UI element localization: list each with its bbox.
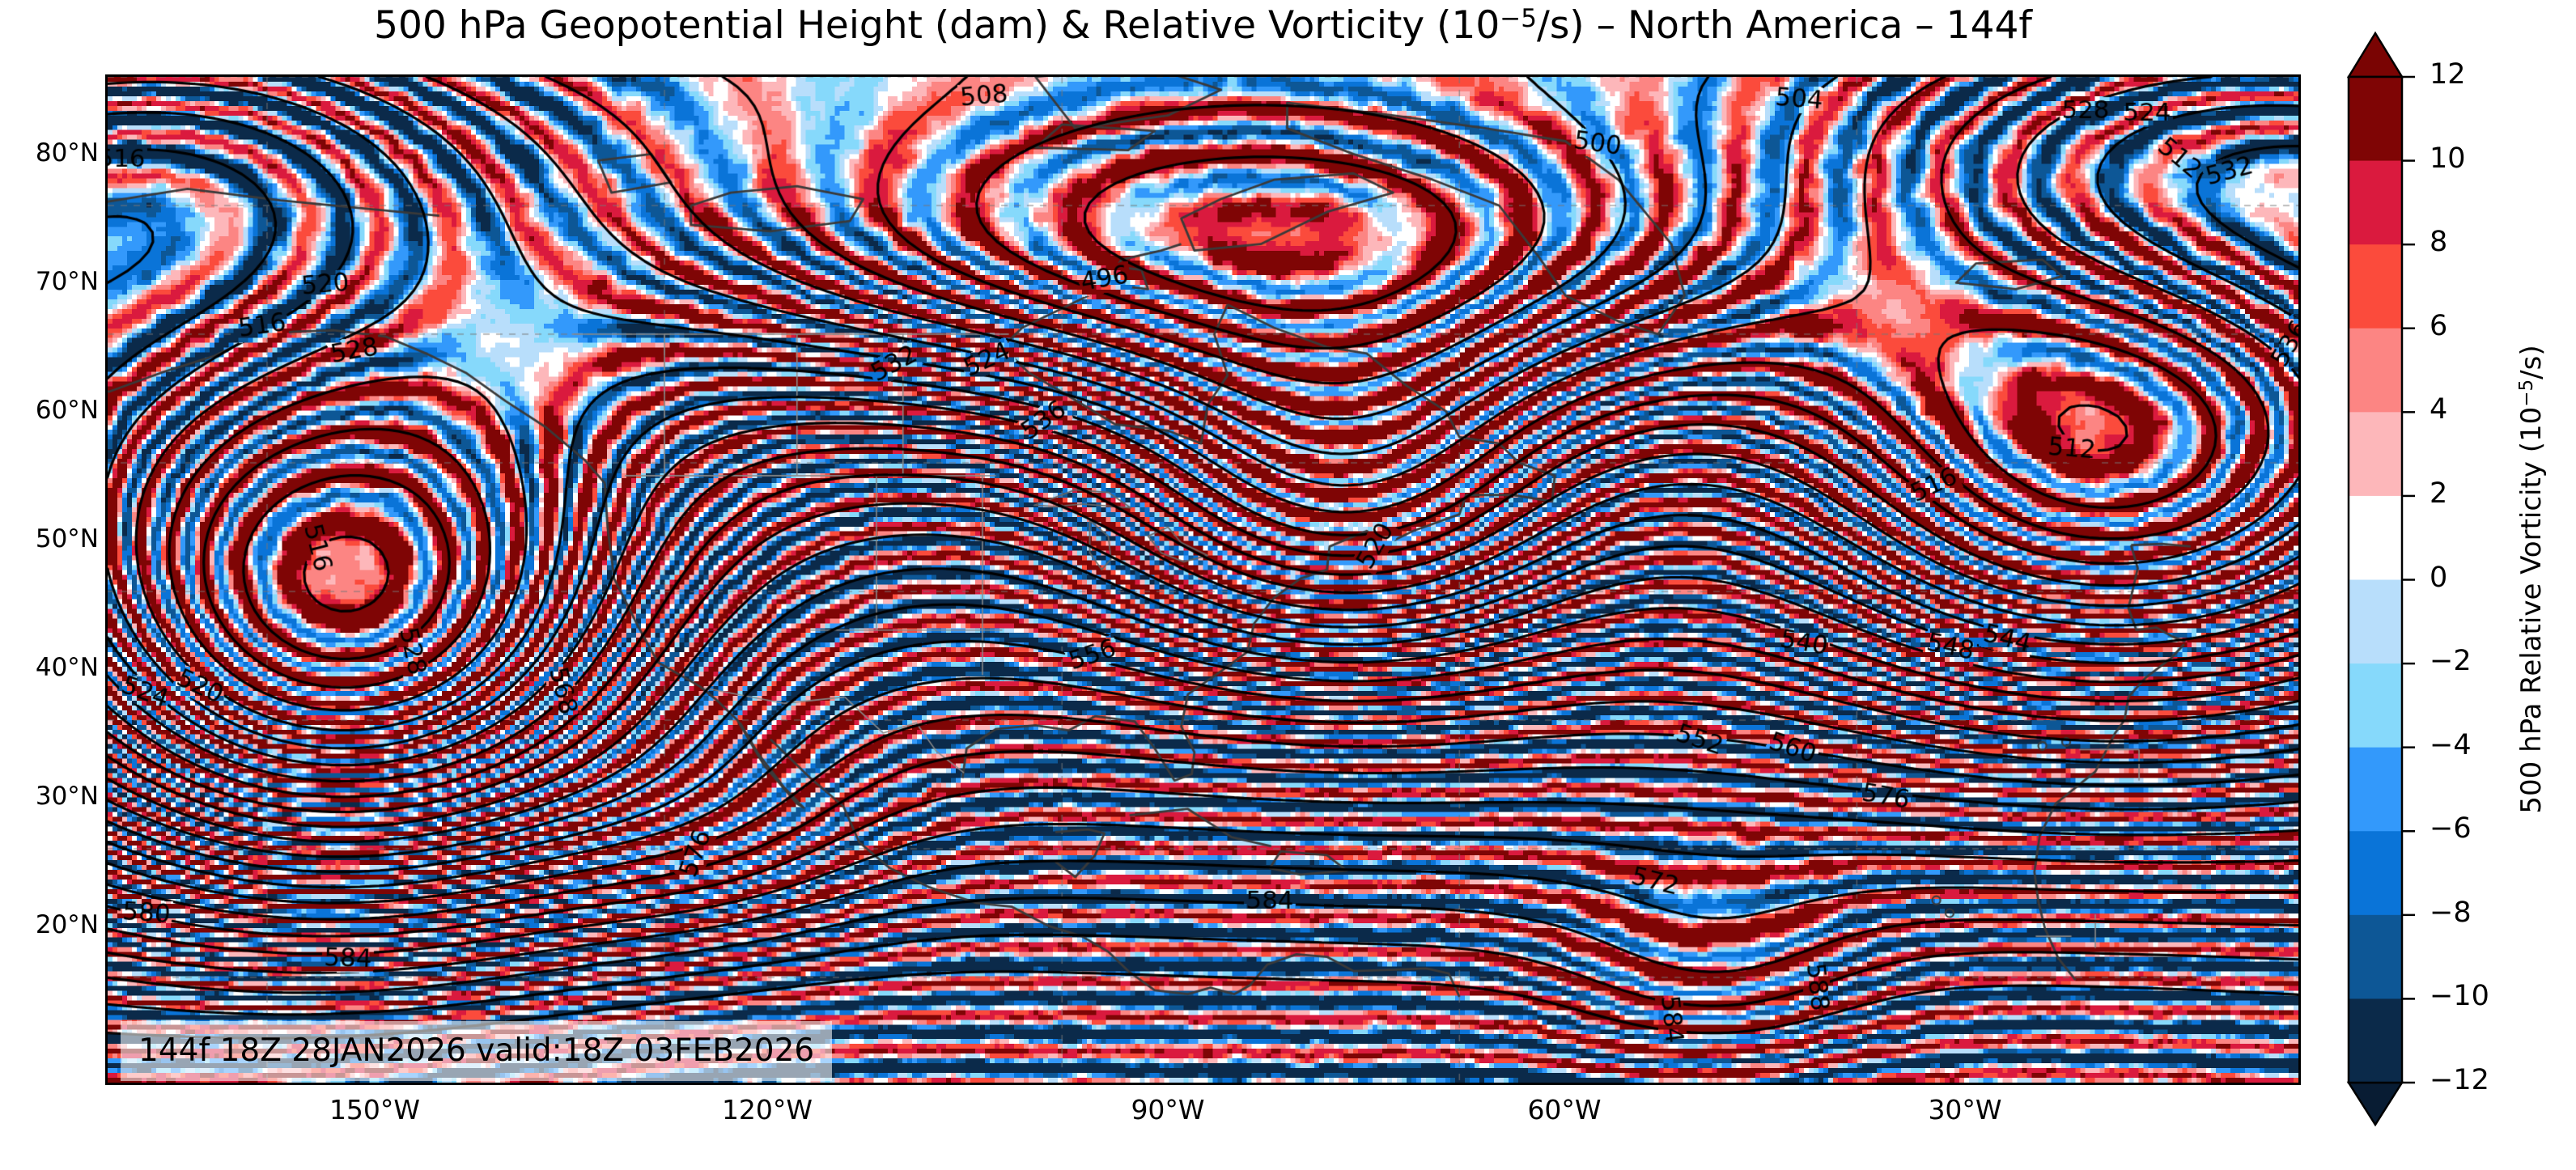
colorbar-segment [2349, 495, 2402, 581]
colorbar-segment [2349, 831, 2402, 916]
chart-title-prefix: 500 hPa Geopotential Height (dam) & Rela… [374, 3, 1500, 48]
colorbar-segment [2349, 579, 2402, 664]
colorbar-tick-m6: −6 [2430, 812, 2472, 845]
colorbar-label-superscript: −5 [2516, 379, 2537, 407]
chart-title-superscript: −5 [1500, 4, 1537, 33]
forecast-valid-time-stamp: 144f 18Z 28JAN2026 valid:18Z 03FEB2026 [121, 1021, 833, 1081]
lon-tick-150w: 150°W [329, 1094, 421, 1125]
colorbar-segment [2349, 77, 2402, 162]
colorbar-segment [2349, 160, 2402, 245]
lat-tick-70n: 70°N [35, 267, 99, 296]
colorbar-tick-2: 2 [2430, 477, 2448, 510]
lat-tick-40n: 40°N [35, 653, 99, 682]
colorbar-tick-m2: −2 [2430, 645, 2472, 677]
lat-tick-20n: 20°N [35, 910, 99, 939]
colorbar-label-prefix: 500 hPa Relative Vorticity (10 [2515, 406, 2548, 814]
stamp-text: 144f 18Z 28JAN2026 valid:18Z 03FEB2026 [138, 1032, 815, 1069]
colorbar-arrow-down [2346, 1081, 2404, 1127]
colorbar-tick-8: 8 [2430, 226, 2448, 258]
chart-title-suffix: /s) – North America – 144f [1536, 3, 2032, 48]
colorbar-segment [2349, 914, 2402, 1000]
colorbar-arrow-up [2346, 31, 2404, 78]
colorbar-tick-m8: −8 [2430, 897, 2472, 929]
colorbar-segment [2349, 747, 2402, 832]
lat-tick-50n: 50°N [35, 524, 99, 553]
lat-tick-60n: 60°N [35, 396, 99, 425]
lat-tick-30n: 30°N [35, 782, 99, 811]
colorbar-segment [2349, 412, 2402, 497]
colorbar-tick-12: 12 [2430, 58, 2466, 91]
colorbar-label-suffix: /s) [2515, 345, 2548, 379]
lon-tick-60w: 60°W [1527, 1094, 1602, 1125]
lon-tick-90w: 90°W [1131, 1094, 1205, 1125]
colorbar [2346, 31, 2415, 1127]
colorbar-tick-m12: −12 [2430, 1064, 2489, 1096]
colorbar-tick-0: 0 [2430, 562, 2448, 594]
lat-tick-80n: 80°N [35, 138, 99, 167]
colorbar-axis-label: 500 hPa Relative Vorticity (10−5/s) [2515, 345, 2548, 813]
lon-tick-30w: 30°W [1928, 1094, 2002, 1125]
contours-coastlines-canvas [108, 77, 2298, 1083]
chart-title: 500 hPa Geopotential Height (dam) & Rela… [108, 3, 2298, 48]
colorbar-segment [2349, 998, 2402, 1083]
colorbar-tick-6: 6 [2430, 310, 2448, 342]
lon-tick-120w: 120°W [721, 1094, 813, 1125]
colorbar-tick-m4: −4 [2430, 729, 2472, 761]
colorbar-tick-10: 10 [2430, 142, 2466, 175]
colorbar-tick-4: 4 [2430, 393, 2448, 426]
colorbar-tick-m10: −10 [2430, 980, 2489, 1012]
colorbar-segment [2349, 328, 2402, 413]
colorbar-segment [2349, 663, 2402, 748]
colorbar-segment [2349, 244, 2402, 329]
